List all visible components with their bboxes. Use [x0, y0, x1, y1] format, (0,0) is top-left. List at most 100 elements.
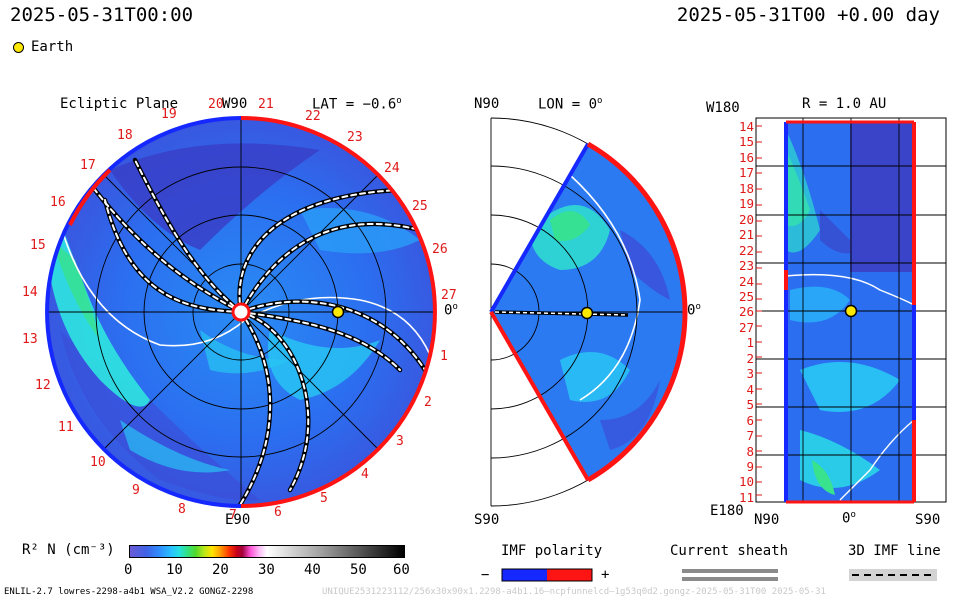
ecliptic-right-label: 0o	[444, 302, 458, 319]
synoptic-y-tick: 27	[738, 319, 754, 335]
date-tick: 26	[432, 242, 448, 257]
earth-legend-icon	[13, 42, 24, 53]
date-tick: 23	[347, 130, 363, 145]
synoptic-title: R = 1.0 AU	[802, 96, 887, 112]
synoptic-y-tick: 17	[738, 165, 754, 181]
date-tick: 21	[258, 97, 274, 112]
date-tick: 11	[58, 420, 74, 435]
synoptic-bottom-left-label: E180	[710, 503, 744, 519]
synoptic-y-tick: 21	[738, 227, 754, 243]
meridional-earth-marker	[580, 306, 594, 320]
colorbar-tick: 0	[124, 562, 133, 578]
date-tick: 18	[117, 128, 133, 143]
synoptic-y-tick: 3	[746, 366, 754, 382]
synoptic-y-tick: 9	[746, 458, 754, 474]
synoptic-y-tick: 22	[738, 242, 754, 258]
date-tick: 12	[35, 378, 51, 393]
date-tick: 20	[208, 97, 224, 112]
synoptic-y-tick: 23	[738, 258, 754, 274]
synoptic-y-tick: 26	[738, 304, 754, 320]
date-tick: 2	[424, 395, 432, 410]
colorbar-tick: 20	[212, 562, 229, 578]
colorbar-tick: 30	[258, 562, 275, 578]
synoptic-y-tick: 15	[738, 134, 754, 150]
synoptic-y-tick: 25	[738, 288, 754, 304]
imf-positive-swatch	[547, 569, 592, 581]
synoptic-y-tick: 6	[746, 412, 754, 428]
ecliptic-earth-marker	[331, 305, 345, 319]
synoptic-y-tick: 18	[738, 180, 754, 196]
date-tick: 22	[305, 109, 321, 124]
date-tick: 17	[80, 158, 96, 173]
ecliptic-polarity-negative	[45, 116, 242, 508]
date-tick: 8	[178, 502, 186, 517]
synoptic-y-tick: 16	[738, 149, 754, 165]
imf-polarity-minus: −	[481, 567, 490, 583]
synoptic-x-tick: S90	[915, 512, 941, 528]
meridional-top-label: N90	[474, 96, 500, 112]
colorbar-tick: 40	[304, 562, 321, 578]
colorbar-tick: 60	[393, 562, 410, 578]
date-tick: 6	[274, 505, 282, 520]
date-tick: 5	[320, 491, 328, 506]
synoptic-x-tick: N90	[754, 512, 780, 528]
ecliptic-lat-label: LAT = −0.6o	[312, 96, 402, 113]
date-tick: 16	[50, 195, 66, 210]
synoptic-y-tick: 4	[746, 381, 754, 397]
meridional-right-label: 0o	[687, 302, 701, 319]
colorbar-label: R² N (cm⁻³)	[22, 542, 115, 558]
ecliptic-bottom-label: E90	[225, 512, 251, 528]
imf-polarity-plus: +	[601, 567, 610, 583]
colorbar-tick: 50	[350, 562, 367, 578]
synoptic-top-left-label: W180	[706, 100, 740, 116]
date-tick: 7	[229, 508, 237, 523]
current-sheath-swatch-2	[682, 577, 778, 581]
synoptic-y-tick: 20	[738, 211, 754, 227]
current-sheath-swatch-1	[682, 569, 778, 573]
synoptic-y-tick: 24	[738, 273, 754, 289]
synoptic-y-tick: 10	[738, 474, 754, 490]
date-tick: 24	[384, 161, 400, 176]
model-info: ENLIL-2.7 lowres-2298-a4b1 WSA_V2.2 GONG…	[4, 587, 254, 597]
date-tick: 27	[441, 288, 457, 303]
date-tick: 10	[90, 455, 106, 470]
date-tick: 25	[412, 199, 428, 214]
earth-legend-label: Earth	[31, 39, 74, 55]
date-tick: 15	[30, 238, 46, 253]
date-tick: 4	[361, 467, 369, 482]
ecliptic-polarity-positive	[240, 116, 437, 508]
imf-line-title: 3D IMF line	[848, 543, 941, 559]
current-sheath-title: Current sheath	[670, 543, 789, 559]
synoptic-y-ticks: 14 15 16 17 18 19 20 21 22 23 24 25 26 2…	[724, 119, 754, 505]
imf-polarity-title: IMF polarity	[501, 543, 603, 559]
synoptic-y-tick: 1	[746, 335, 754, 351]
synoptic-earth-marker	[844, 304, 858, 318]
date-tick: 9	[132, 483, 140, 498]
synoptic-panel	[786, 122, 914, 502]
imf-negative-swatch	[502, 569, 547, 581]
timestamp-right: 2025-05-31T00 +0.00 day	[676, 4, 940, 26]
meridional-lon-label: LON = 0o	[538, 96, 603, 113]
date-tick: 19	[161, 107, 177, 122]
date-tick: 14	[22, 285, 38, 300]
synoptic-y-tick: 2	[746, 350, 754, 366]
timestamp-left: 2025-05-31T00:00	[10, 4, 194, 26]
ecliptic-top-label: W90	[222, 96, 248, 112]
synoptic-y-tick: 11	[738, 489, 754, 505]
synoptic-y-tick: 19	[738, 196, 754, 212]
synoptic-y-tick: 7	[746, 428, 754, 444]
synoptic-y-tick: 14	[738, 119, 754, 134]
sun-marker	[231, 302, 251, 322]
date-tick: 3	[396, 434, 404, 449]
synoptic-y-tick: 8	[746, 443, 754, 459]
synoptic-y-tick: 5	[746, 397, 754, 413]
date-tick: 13	[22, 332, 38, 347]
watermark-text: UNIQUE2531223112/256x30x90x1.2298-a4b1.1…	[322, 587, 826, 597]
colorbar-tick: 10	[166, 562, 183, 578]
synoptic-x-tick: 0o	[842, 510, 856, 527]
ecliptic-title: Ecliptic Plane	[60, 96, 179, 112]
date-tick: 1	[440, 349, 448, 364]
colorbar	[129, 545, 405, 558]
meridional-bottom-label: S90	[474, 512, 500, 528]
